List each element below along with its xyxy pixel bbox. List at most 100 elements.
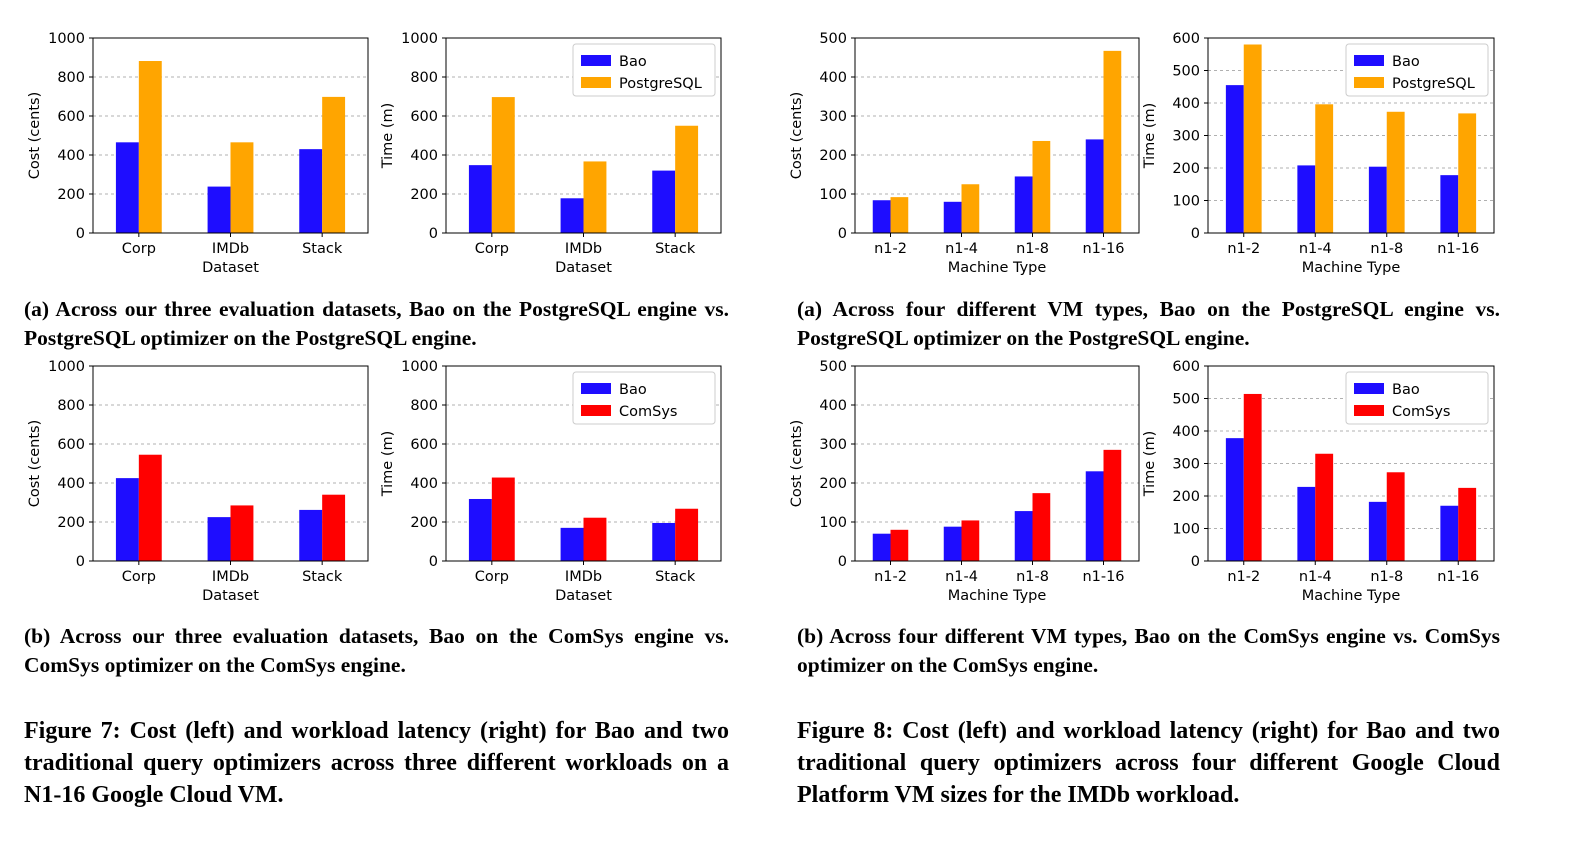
bar-bao-n1-16 xyxy=(1440,175,1459,233)
bar-comsys-corp xyxy=(491,477,515,561)
y-axis-label: Cost (cents) xyxy=(789,92,805,179)
bar-bao-n1-2 xyxy=(872,533,891,561)
x-tick-label: IMDb xyxy=(565,569,602,585)
legend-swatch-comsys xyxy=(1354,405,1384,416)
plot-frame xyxy=(92,365,369,562)
bar-bao-n1-2 xyxy=(1225,438,1244,561)
bar-bao-stack xyxy=(652,170,676,233)
bar-bao-corp xyxy=(115,478,139,561)
x-tick-label: n1-4 xyxy=(945,569,978,585)
y-tick-label: 600 xyxy=(57,109,85,125)
y-tick-label: 100 xyxy=(819,515,847,531)
y-tick-label: 600 xyxy=(410,109,438,125)
x-tick-label: IMDb xyxy=(565,241,602,257)
y-tick-label: 800 xyxy=(57,398,85,414)
y-tick-label: 600 xyxy=(57,437,85,453)
x-tick-label: n1-2 xyxy=(1227,241,1260,257)
caption-fig7b: (b) Across our three evaluation datasets… xyxy=(24,624,729,677)
x-tick-label: n1-4 xyxy=(945,241,978,257)
y-tick-label: 300 xyxy=(1172,129,1200,145)
y-tick-label: 400 xyxy=(57,148,85,164)
legend-label-comsys: ComSys xyxy=(619,404,677,420)
x-tick-label: Stack xyxy=(655,241,696,257)
bar-comsys-corp xyxy=(138,454,162,561)
y-tick-label: 0 xyxy=(1191,226,1200,242)
y-tick-label: 300 xyxy=(1172,457,1200,473)
legend-label-bao: Bao xyxy=(1392,54,1420,70)
x-axis-label: Dataset xyxy=(555,588,612,604)
bar-bao-n1-4 xyxy=(943,201,962,233)
bar-bao-corp xyxy=(468,165,492,233)
bar-postgresql-n1-16 xyxy=(1458,113,1477,233)
x-tick-label: n1-2 xyxy=(1227,569,1260,585)
x-axis-label: Machine Type xyxy=(1302,588,1401,604)
y-tick-label: 400 xyxy=(410,148,438,164)
bar-comsys-n1-8 xyxy=(1032,493,1051,561)
y-tick-label: 400 xyxy=(1172,424,1200,440)
bar-postgresql-stack xyxy=(322,96,346,233)
x-tick-label: n1-8 xyxy=(1370,569,1403,585)
plot-frame xyxy=(854,37,1140,234)
bar-bao-n1-16 xyxy=(1085,471,1104,561)
bar-bao-n1-16 xyxy=(1440,505,1459,561)
x-axis-label: Dataset xyxy=(202,588,259,604)
x-axis-label: Dataset xyxy=(555,260,612,276)
bar-bao-stack xyxy=(299,509,323,561)
y-tick-label: 800 xyxy=(410,70,438,86)
bar-bao-imdb xyxy=(560,198,584,233)
legend-swatch-postgresql xyxy=(1354,77,1384,88)
bar-postgresql-n1-4 xyxy=(961,184,980,233)
y-tick-label: 200 xyxy=(410,515,438,531)
y-tick-label: 100 xyxy=(1172,522,1200,538)
x-tick-label: n1-8 xyxy=(1370,241,1403,257)
y-axis-label: Time (m) xyxy=(380,431,396,498)
y-tick-label: 600 xyxy=(1172,359,1200,375)
bar-comsys-n1-2 xyxy=(890,529,909,561)
y-tick-label: 800 xyxy=(57,70,85,86)
bar-bao-imdb xyxy=(560,527,584,561)
y-tick-label: 500 xyxy=(1172,392,1200,408)
y-tick-label: 200 xyxy=(1172,161,1200,177)
legend-swatch-bao xyxy=(581,55,611,66)
x-tick-label: n1-4 xyxy=(1299,569,1332,585)
y-tick-label: 500 xyxy=(1172,64,1200,80)
x-axis-label: Dataset xyxy=(202,260,259,276)
y-tick-label: 100 xyxy=(819,187,847,203)
bar-bao-imdb xyxy=(207,186,231,233)
y-axis-label: Cost (cents) xyxy=(27,92,43,179)
x-tick-label: n1-4 xyxy=(1299,241,1332,257)
caption-fig7a: (a) Across our three evaluation datasets… xyxy=(24,297,729,350)
bar-bao-corp xyxy=(468,498,492,561)
bar-postgresql-imdb xyxy=(230,142,254,233)
bar-bao-stack xyxy=(652,522,676,561)
bar-comsys-n1-4 xyxy=(1315,453,1334,561)
bar-postgresql-corp xyxy=(491,97,515,234)
bar-bao-n1-4 xyxy=(1297,165,1316,233)
bar-bao-n1-2 xyxy=(872,200,891,233)
y-axis-label: Time (m) xyxy=(380,103,396,170)
x-tick-label: Corp xyxy=(122,241,156,257)
x-axis-label: Machine Type xyxy=(948,588,1047,604)
bar-comsys-stack xyxy=(322,494,346,561)
bar-comsys-stack xyxy=(675,508,699,561)
plot-frame xyxy=(92,37,369,234)
x-tick-label: n1-8 xyxy=(1016,241,1049,257)
y-tick-label: 400 xyxy=(57,476,85,492)
x-tick-label: Stack xyxy=(302,241,343,257)
x-tick-label: n1-16 xyxy=(1082,569,1124,585)
x-axis-label: Machine Type xyxy=(1302,260,1401,276)
y-tick-label: 200 xyxy=(57,515,85,531)
legend-label-comsys: ComSys xyxy=(1392,404,1450,420)
bar-comsys-n1-2 xyxy=(1243,393,1262,561)
y-tick-label: 0 xyxy=(838,554,847,570)
legend-swatch-bao xyxy=(1354,383,1384,394)
bar-postgresql-n1-2 xyxy=(890,197,909,233)
bar-bao-imdb xyxy=(207,517,231,561)
y-tick-label: 800 xyxy=(410,398,438,414)
